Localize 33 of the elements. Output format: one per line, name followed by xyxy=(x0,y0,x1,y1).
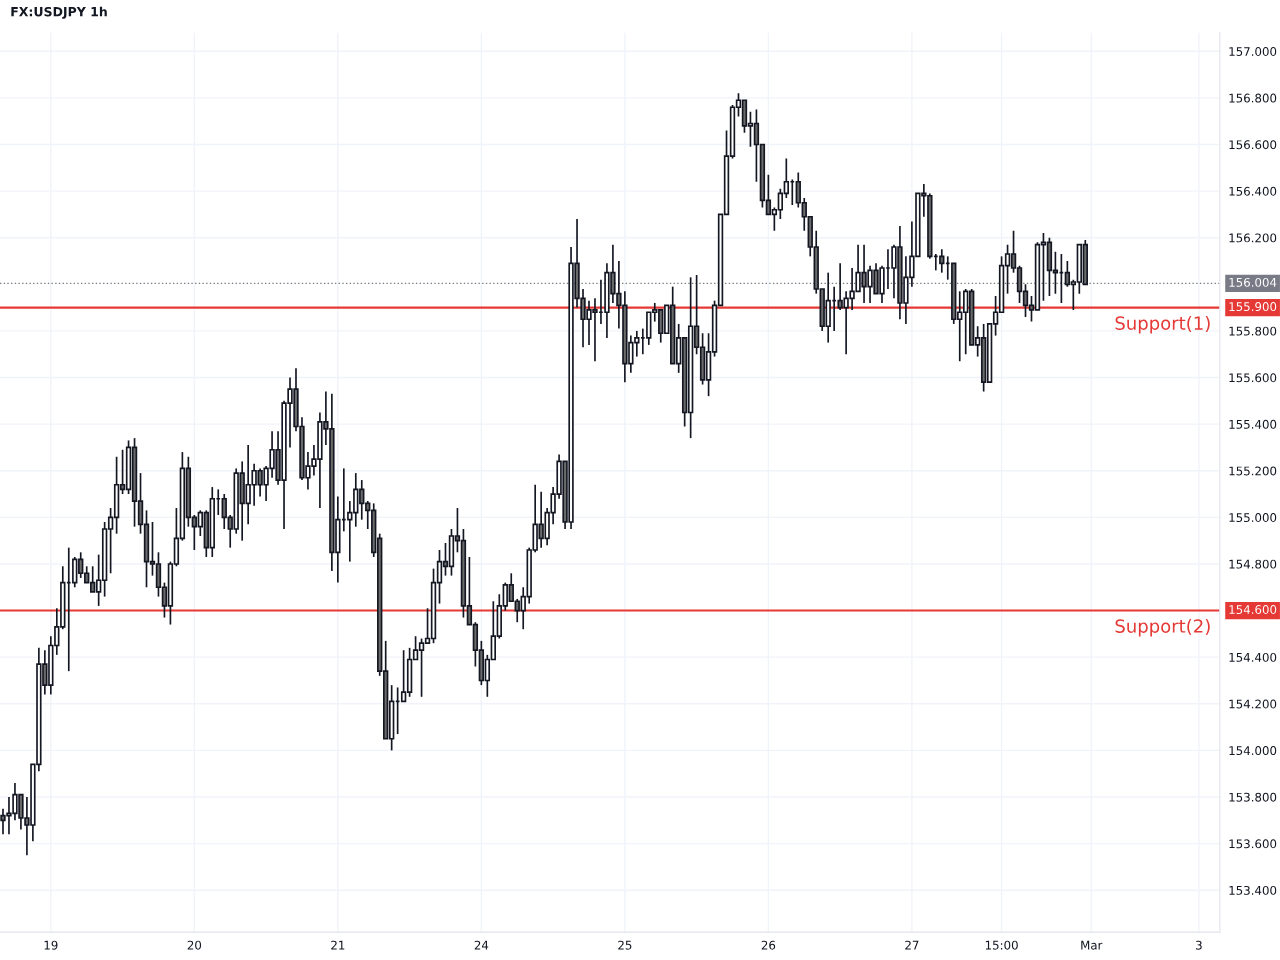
x-tick-label: 3 xyxy=(1196,940,1202,950)
y-tick-label: 155.200 xyxy=(1229,466,1277,476)
ref-line-label: 156.004 xyxy=(1229,277,1277,287)
y-tick-label: 154.200 xyxy=(1229,699,1277,709)
y-tick-label: 153.600 xyxy=(1229,839,1277,849)
annotation: Support(1) xyxy=(1115,315,1210,334)
x-tick-label: 26 xyxy=(761,940,776,950)
x-tick-label: 15:00 xyxy=(985,940,1018,950)
x-tick-label: 27 xyxy=(905,940,919,950)
y-tick-label: 154.000 xyxy=(1229,746,1277,756)
y-tick-label: 155.600 xyxy=(1229,373,1277,383)
y-tick-label: 155.000 xyxy=(1229,513,1277,523)
x-tick-label: 25 xyxy=(618,940,632,950)
x-tick-label: Mar xyxy=(1081,940,1103,950)
ref-line-label: 155.900 xyxy=(1229,302,1277,312)
y-tick-label: 156.400 xyxy=(1229,186,1277,196)
y-tick-label: 157.000 xyxy=(1229,47,1277,56)
x-tick-label: 24 xyxy=(474,940,489,950)
y-tick-label: 153.400 xyxy=(1229,885,1277,895)
y-tick-label: 153.800 xyxy=(1229,792,1277,802)
y-tick-label: 156.200 xyxy=(1229,233,1277,243)
y-tick-label: 155.800 xyxy=(1229,326,1277,336)
x-tick-label: 20 xyxy=(187,940,202,950)
annotation: Support(2) xyxy=(1115,618,1210,637)
ref-line-label: 154.600 xyxy=(1229,605,1277,614)
x-tick-label: 21 xyxy=(331,940,345,950)
y-tick-label: 154.400 xyxy=(1229,652,1277,662)
y-tick-label: 156.800 xyxy=(1229,93,1277,103)
x-tick-label: 19 xyxy=(44,940,58,950)
y-tick-label: 156.600 xyxy=(1229,140,1277,150)
y-tick-label: 154.800 xyxy=(1229,559,1277,569)
y-tick-label: 155.400 xyxy=(1229,419,1277,429)
chart-title: FX:USDJPY 1h xyxy=(11,6,107,19)
